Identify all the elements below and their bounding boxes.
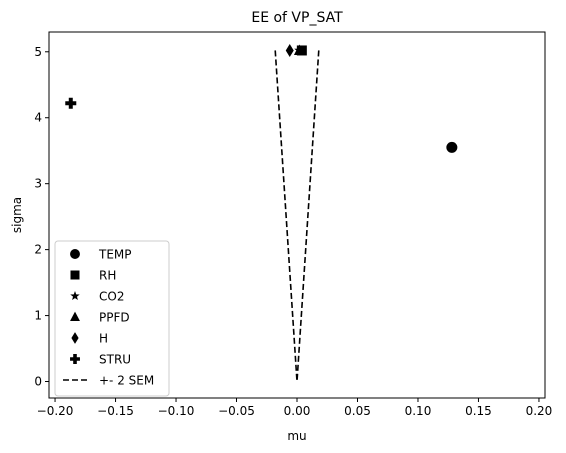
legend-marker-stru xyxy=(70,354,80,364)
legend-marker-h xyxy=(71,332,79,344)
x-tick-label: 0.10 xyxy=(405,404,432,418)
legend-label: +- 2 SEM xyxy=(99,374,154,388)
chart-title: EE of VP_SAT xyxy=(251,10,343,26)
legend-entry: RH xyxy=(70,269,116,283)
y-tick-label: 1 xyxy=(34,309,42,323)
x-tick-label: −0.10 xyxy=(158,404,195,418)
marker-h xyxy=(285,43,294,57)
x-axis-label: mu xyxy=(287,429,306,443)
x-tick-label: 0.00 xyxy=(284,404,311,418)
x-tick-label: 0.20 xyxy=(526,404,553,418)
legend-entry: +- 2 SEM xyxy=(63,374,154,388)
legend-entry: STRU xyxy=(70,353,131,367)
legend-label: RH xyxy=(99,269,116,283)
legend-label: STRU xyxy=(99,353,131,367)
y-axis-label: sigma xyxy=(10,197,24,233)
legend-label: PPFD xyxy=(99,311,130,325)
legend-box xyxy=(54,240,170,397)
legend-label: TEMP xyxy=(98,248,132,262)
legend-entry: PPFD xyxy=(70,311,130,325)
legend-label: H xyxy=(99,332,108,346)
marker-temp xyxy=(446,141,458,153)
x-tick-label: −0.15 xyxy=(97,404,134,418)
y-axis-ticks: 0 1 2 3 4 5 xyxy=(34,45,49,389)
legend-marker-ppfd xyxy=(70,311,80,322)
x-axis-ticks: −0.20 −0.15 −0.10 −0.05 0.00 0.05 0.10 0.15 0.20 xyxy=(37,398,553,418)
x-tick-label: −0.20 xyxy=(37,404,74,418)
legend: TEMP RH CO2 PPFD H STRU +- 2 SEM xyxy=(54,240,170,397)
marker-ppfd xyxy=(293,44,305,55)
x-tick-label: 0.05 xyxy=(344,404,371,418)
legend-entry: H xyxy=(71,332,108,346)
y-tick-label: 3 xyxy=(34,177,42,191)
x-tick-label: −0.05 xyxy=(218,404,255,418)
marker-stru xyxy=(65,97,77,109)
legend-marker-co2 xyxy=(70,291,80,301)
legend-label: CO2 xyxy=(99,290,124,304)
x-tick-label: 0.15 xyxy=(465,404,492,418)
legend-marker-temp xyxy=(70,249,80,259)
legend-entry: CO2 xyxy=(70,290,124,304)
sem-line-right xyxy=(296,50,320,382)
y-tick-label: 4 xyxy=(34,111,42,125)
y-tick-label: 5 xyxy=(34,45,42,59)
y-tick-label: 2 xyxy=(34,243,42,257)
y-tick-label: 0 xyxy=(34,375,42,389)
sem-line-left xyxy=(274,50,298,382)
legend-marker-rh xyxy=(70,270,80,280)
legend-entry: TEMP xyxy=(70,248,132,262)
